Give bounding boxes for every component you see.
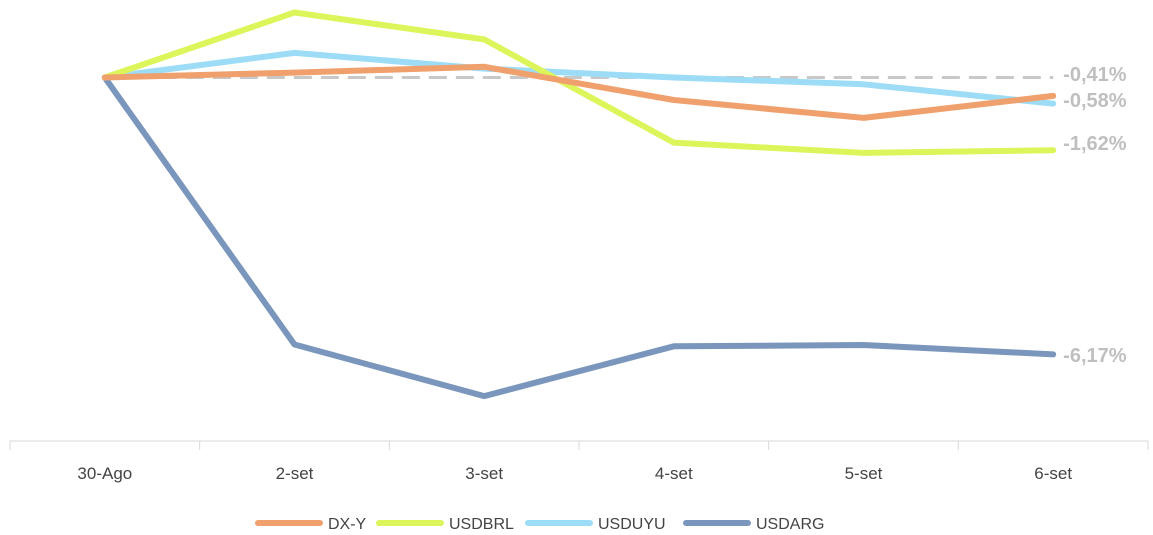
series-line-dx-y xyxy=(101,63,1057,121)
x-tick-label: 6-set xyxy=(1034,464,1072,483)
series-lines xyxy=(101,9,1057,400)
end-value-label: -0,58% xyxy=(1063,90,1127,112)
end-value-labels: -0,41% -0,58% -1,62% -6,17% xyxy=(1063,64,1127,367)
series-line-usdarg xyxy=(101,74,1057,400)
legend-label-dx-y: DX-Y xyxy=(328,516,367,533)
x-tick-label: 2-set xyxy=(276,464,314,483)
x-tick-label: 30-Ago xyxy=(77,464,132,483)
legend-label-usduyu: USDUYU xyxy=(598,516,666,533)
series-line-usdbrl xyxy=(101,9,1057,156)
x-tick-label: 5-set xyxy=(845,464,883,483)
x-tick-label: 4-set xyxy=(655,464,693,483)
legend-label-usdarg: USDARG xyxy=(756,516,824,533)
end-value-label: -1,62% xyxy=(1063,133,1127,155)
legend-label-usdbrl: USDBRL xyxy=(449,516,514,533)
legend: DX-Y USDBRL USDUYU USDARG xyxy=(255,516,824,533)
x-axis-ticks xyxy=(9,441,1149,450)
series-line-usduyu xyxy=(101,49,1057,107)
x-tick-label: 3-set xyxy=(465,464,503,483)
end-value-label: -0,41% xyxy=(1063,64,1127,86)
x-axis-tick-labels: 30-Ago 2-set 3-set 4-set 5-set 6-set xyxy=(77,464,1072,483)
end-value-label: -6,17% xyxy=(1063,345,1127,367)
